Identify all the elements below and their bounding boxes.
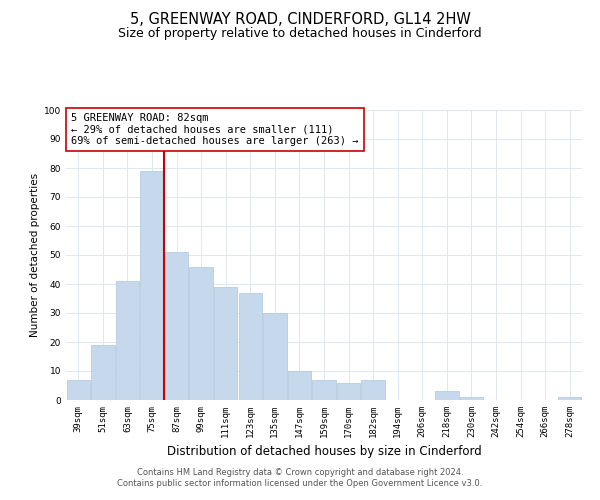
Text: 5, GREENWAY ROAD, CINDERFORD, GL14 2HW: 5, GREENWAY ROAD, CINDERFORD, GL14 2HW (130, 12, 470, 28)
Y-axis label: Number of detached properties: Number of detached properties (30, 173, 40, 337)
Bar (165, 252, 188, 400)
Bar (190, 266, 213, 400)
Bar (435, 392, 458, 400)
Text: Size of property relative to detached houses in Cinderford: Size of property relative to detached ho… (118, 28, 482, 40)
Bar (239, 292, 262, 400)
Bar (337, 382, 360, 400)
Bar (460, 397, 483, 400)
Text: Contains HM Land Registry data © Crown copyright and database right 2024.
Contai: Contains HM Land Registry data © Crown c… (118, 468, 482, 487)
Bar (558, 397, 581, 400)
Bar (313, 380, 335, 400)
Bar (116, 281, 139, 400)
Bar (91, 345, 115, 400)
Bar (361, 380, 385, 400)
X-axis label: Distribution of detached houses by size in Cinderford: Distribution of detached houses by size … (167, 446, 481, 458)
Bar (67, 380, 90, 400)
Text: 5 GREENWAY ROAD: 82sqm
← 29% of detached houses are smaller (111)
69% of semi-de: 5 GREENWAY ROAD: 82sqm ← 29% of detached… (71, 113, 359, 146)
Bar (214, 287, 238, 400)
Bar (140, 171, 164, 400)
Bar (263, 313, 287, 400)
Bar (288, 371, 311, 400)
